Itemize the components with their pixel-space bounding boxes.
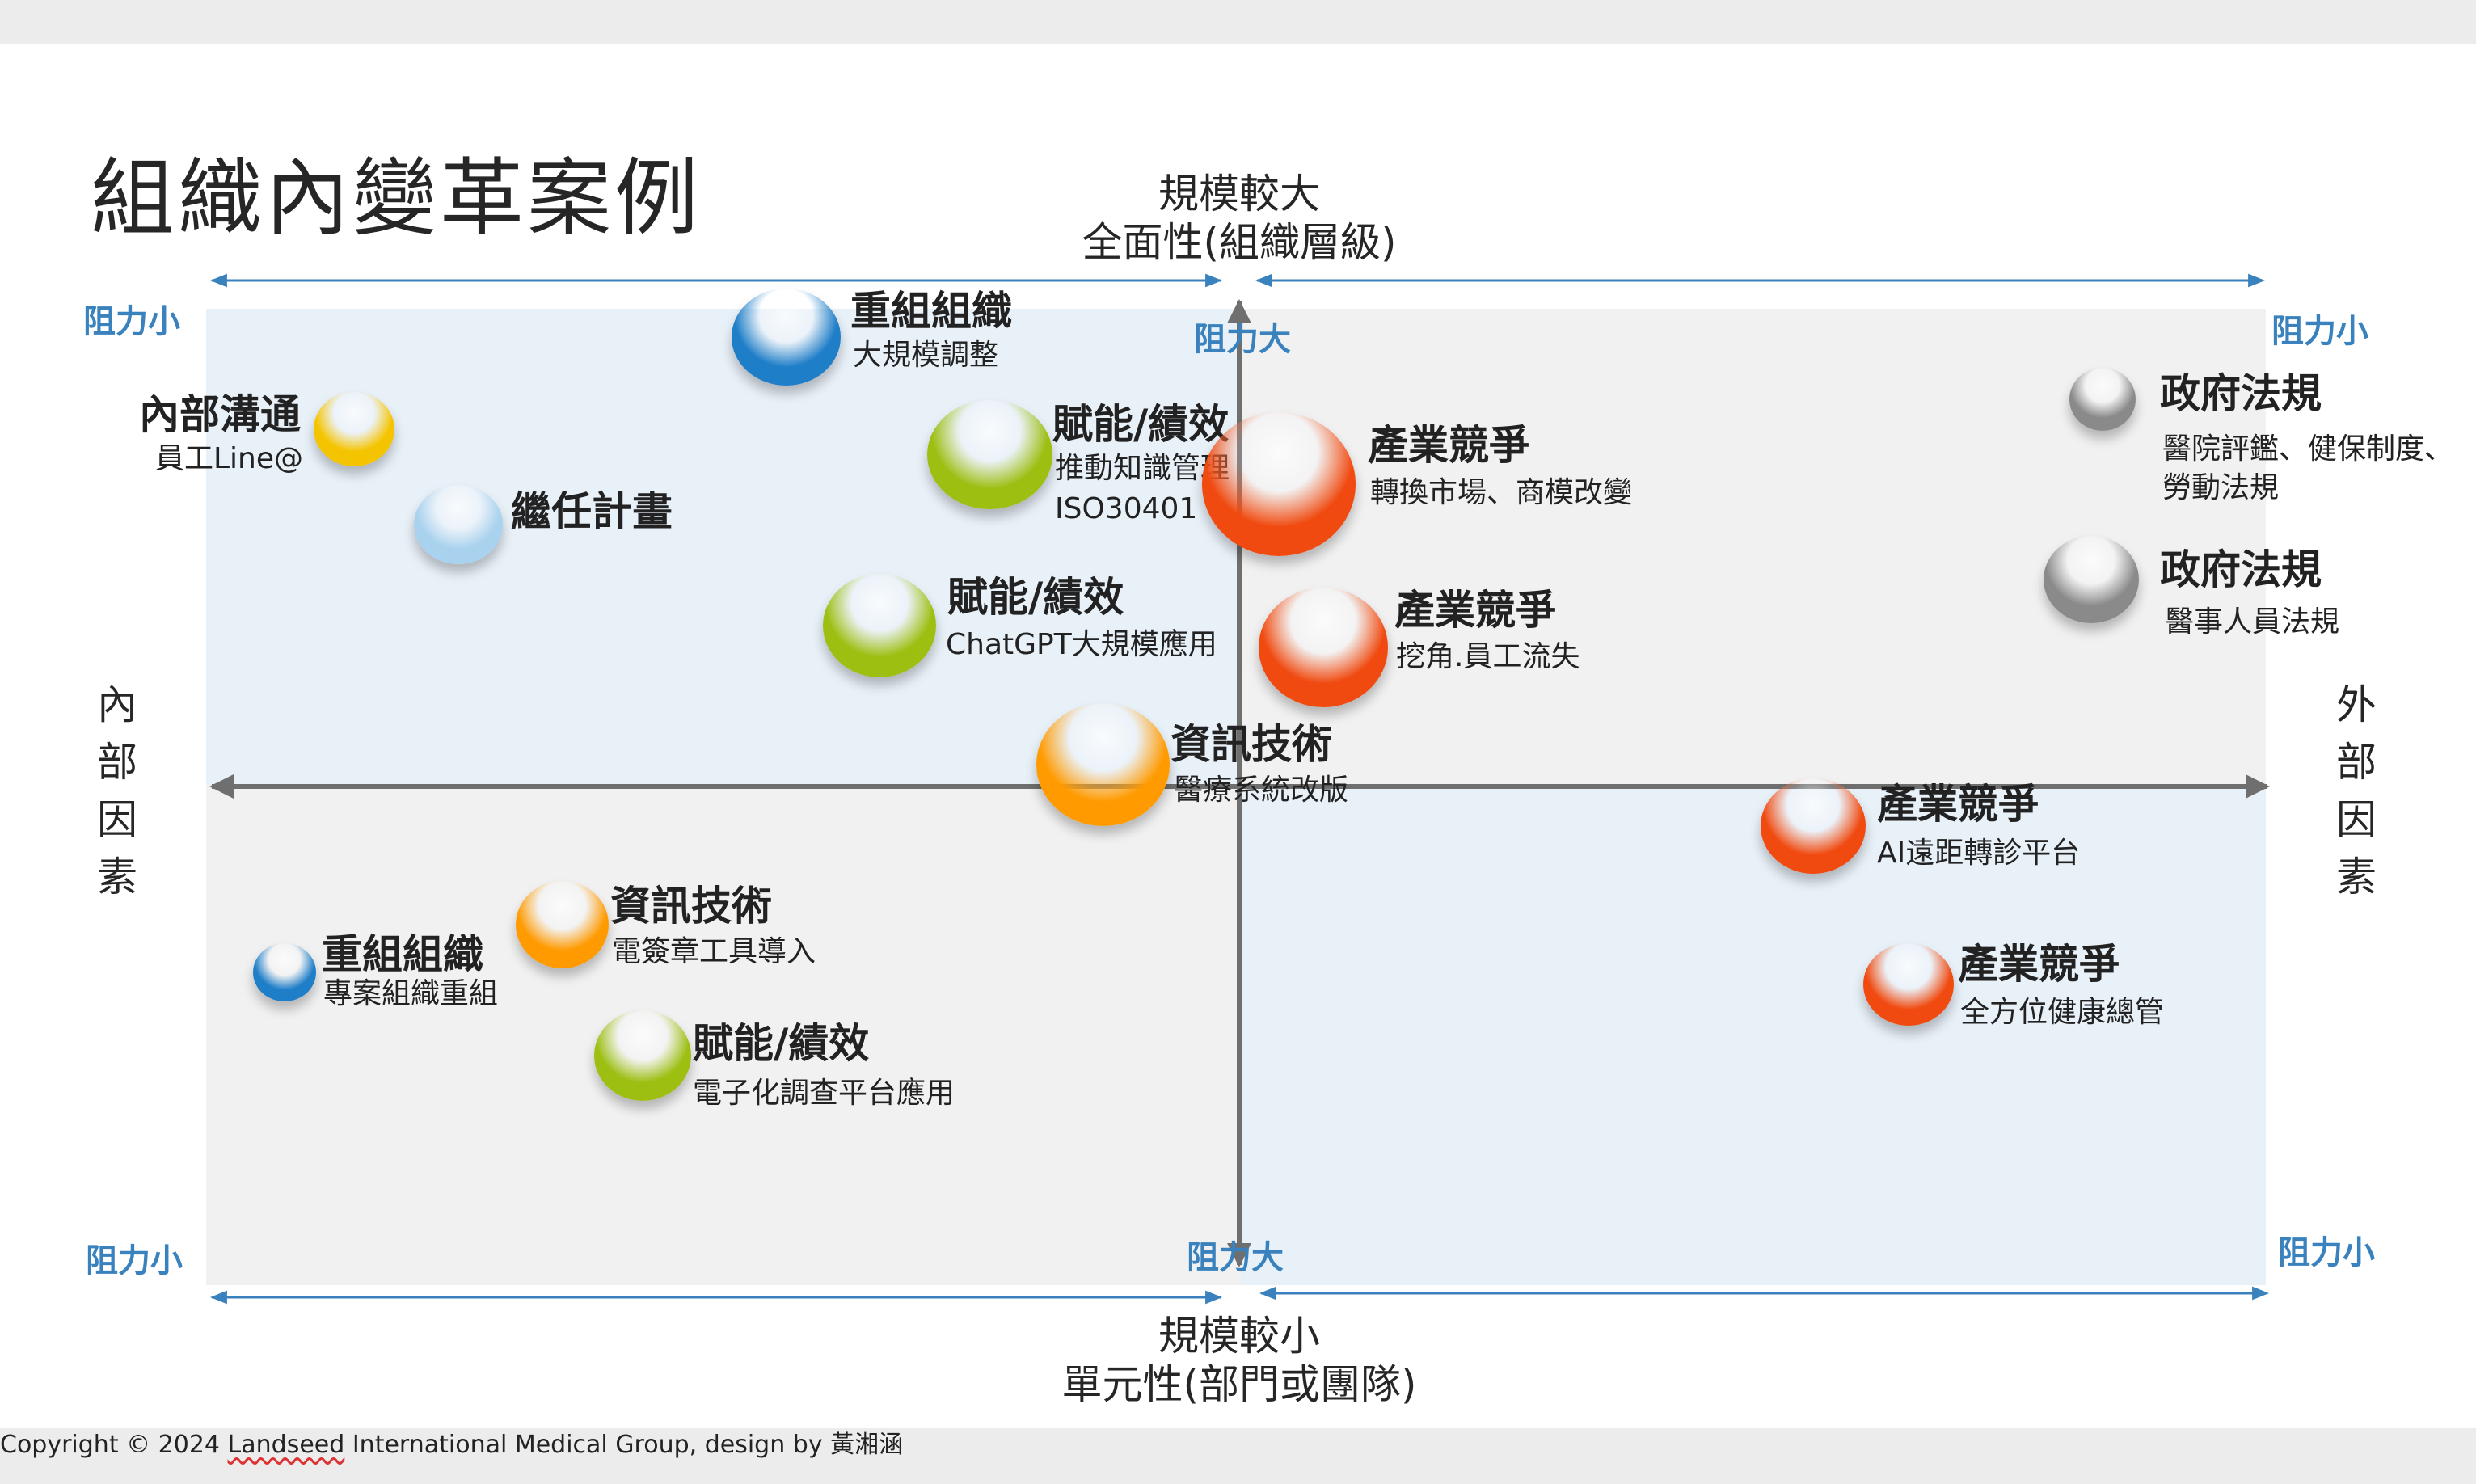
bubble-green: [927, 400, 1052, 509]
left-axis-label: 內 部 因 素: [93, 677, 141, 906]
bubble-title: 賦能/績效: [947, 574, 1124, 621]
resistance-top-center: 阻力大: [1194, 321, 1291, 358]
bubble-subtitle: 員工Line@: [155, 442, 304, 475]
bubble-title: 資訊技術: [610, 883, 772, 930]
bubble-blue: [732, 289, 841, 386]
top-axis-line1: 規模較大: [1158, 171, 1320, 217]
bubble-red: [1259, 588, 1388, 707]
bubble-title: 重組組織: [850, 288, 1012, 335]
bubble-subtitle: ChatGPT大規模應用: [946, 628, 1217, 661]
bubble-title: 政府法規: [2160, 370, 2322, 417]
bubble-subtitle: 挖角.員工流失: [1396, 640, 1580, 673]
bubble-title: 資訊技術: [1171, 721, 1332, 768]
bubble-lightblue: [414, 485, 503, 564]
copyright-suffix: International Medical Group, design by 黃…: [344, 1431, 904, 1459]
resistance-top-left: 阻力小: [83, 303, 180, 340]
page-title: 組織內變革案例: [91, 149, 702, 247]
bubble-subtitle: 醫事人員法規: [2165, 605, 2340, 639]
bottom-axis-line1: 規模較小: [1158, 1313, 1320, 1360]
bubble-title: 產業競爭: [1368, 422, 1529, 469]
copyright-prefix: Copyright © 2024: [0, 1431, 228, 1459]
bubble-subtitle: 轉換市場、商模改變: [1370, 476, 1633, 509]
bubble-orange: [516, 881, 609, 968]
bubble-grey: [2044, 536, 2139, 623]
right-axis-char: 素: [2336, 854, 2377, 900]
right-axis-label: 外 部 因 素: [2332, 677, 2381, 906]
top-axis-line2: 全面性(組織層級): [1082, 219, 1397, 266]
right-axis-char: 外: [2336, 681, 2377, 728]
bubble-subtitle: AI遠距轉診平台: [1877, 837, 2081, 870]
bubble-title: 賦能/績效: [693, 1020, 870, 1067]
quadrant-bottom-right: [1241, 784, 2266, 1285]
left-axis-char: 素: [97, 854, 137, 900]
bubble-title: 賦能/績效: [1052, 401, 1230, 448]
resistance-bottom-left: 阻力小: [86, 1242, 183, 1280]
bubble-subtitle: 醫院評鑑、健保制度、: [2162, 432, 2454, 466]
slide: 組織內變革案例 規模較大 全面性(組織層級) 規模較小 單元性(部門或團隊): [0, 44, 2476, 1459]
bubble-subtitle: 電簽章工具導入: [612, 935, 816, 968]
bubble-red: [1202, 412, 1356, 556]
bubble-green: [823, 574, 936, 677]
bubble-grey: [2069, 368, 2136, 431]
bubble-title: 重組組織: [322, 931, 483, 978]
copyright: Copyright © 2024 Landseed International …: [0, 1424, 903, 1460]
bubble-subtitle: 大規模調整: [853, 339, 999, 372]
bubble-title: 政府法規: [2160, 546, 2322, 593]
bubble-subtitle: 醫療系統改版: [1174, 774, 1349, 807]
bubble-title: 產業競爭: [1394, 587, 1556, 634]
bubble-title: 繼任計畫: [511, 488, 673, 535]
bubble-red: [1863, 943, 1954, 1026]
bubble-title: 產業競爭: [1877, 781, 2039, 828]
quadrant-bottom-left: [206, 784, 1241, 1285]
left-axis-char: 因: [97, 796, 137, 843]
bubble-subtitle-2: ISO30401: [1055, 492, 1198, 525]
resistance-bottom-center: 阻力大: [1187, 1239, 1284, 1276]
bubble-orange: [1036, 703, 1170, 826]
resistance-bottom-right: 阻力小: [2278, 1234, 2375, 1271]
right-axis-char: 部: [2336, 739, 2377, 786]
bubble-subtitle: 專案組織重組: [323, 977, 499, 1010]
left-axis-char: 內: [97, 681, 137, 728]
bottom-axis-label: 規模較小 單元性(部門或團隊): [956, 1312, 1522, 1409]
bubble-blue: [253, 943, 316, 1001]
bubble-subtitle: 推動知識管理: [1055, 452, 1230, 485]
bubble-green: [594, 1010, 691, 1101]
quadrant-top-left: [206, 309, 1241, 784]
bubble-red: [1761, 778, 1866, 874]
bubble-title: 產業競爭: [1958, 941, 2120, 988]
bubble-subtitle: 全方位健康總管: [1960, 996, 2165, 1029]
left-axis-char: 部: [97, 739, 137, 786]
bubble-title: 內部溝通: [139, 391, 301, 438]
top-axis-label: 規模較大 全面性(組織層級): [956, 170, 1522, 267]
bottom-axis-line2: 單元性(部門或團隊): [1061, 1361, 1417, 1408]
bubble-subtitle-2: 勞動法規: [2162, 471, 2280, 504]
copyright-company: Landseed: [227, 1431, 345, 1459]
right-axis-char: 因: [2336, 796, 2377, 843]
bubble-yellow: [314, 392, 394, 466]
bubble-subtitle: 電子化調查平台應用: [693, 1077, 955, 1110]
resistance-top-right: 阻力小: [2271, 313, 2368, 350]
